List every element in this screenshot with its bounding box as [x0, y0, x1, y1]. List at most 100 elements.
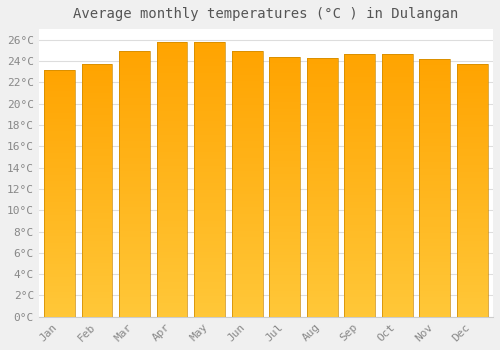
- Bar: [344, 202, 375, 205]
- Bar: [82, 251, 112, 254]
- Bar: [420, 165, 450, 168]
- Bar: [270, 274, 300, 278]
- Bar: [307, 93, 338, 97]
- Bar: [344, 113, 375, 116]
- Bar: [82, 68, 112, 71]
- Bar: [382, 254, 412, 258]
- Bar: [344, 241, 375, 244]
- Bar: [420, 236, 450, 239]
- Bar: [82, 168, 112, 172]
- Bar: [119, 267, 150, 270]
- Bar: [232, 171, 262, 174]
- Bar: [194, 176, 225, 179]
- Bar: [232, 274, 262, 277]
- Bar: [270, 219, 300, 223]
- Bar: [457, 276, 488, 279]
- Bar: [270, 102, 300, 105]
- Bar: [156, 238, 188, 241]
- Bar: [382, 211, 412, 215]
- Bar: [156, 80, 188, 83]
- Bar: [119, 307, 150, 310]
- Bar: [82, 273, 112, 276]
- Bar: [382, 277, 412, 281]
- Bar: [382, 218, 412, 222]
- Bar: [457, 288, 488, 292]
- Bar: [119, 244, 150, 247]
- Bar: [194, 258, 225, 262]
- Bar: [156, 121, 188, 124]
- Bar: [44, 162, 75, 165]
- Bar: [232, 204, 262, 207]
- Bar: [270, 151, 300, 154]
- Bar: [82, 238, 112, 241]
- Bar: [307, 259, 338, 262]
- Bar: [232, 234, 262, 237]
- Bar: [44, 100, 75, 104]
- Bar: [382, 281, 412, 284]
- Bar: [194, 49, 225, 52]
- Bar: [119, 231, 150, 234]
- Bar: [44, 267, 75, 271]
- Bar: [119, 108, 150, 111]
- Bar: [156, 241, 188, 245]
- Bar: [270, 226, 300, 229]
- Bar: [119, 274, 150, 277]
- Bar: [44, 218, 75, 221]
- Bar: [270, 210, 300, 213]
- Bar: [457, 127, 488, 131]
- Bar: [232, 231, 262, 234]
- Bar: [232, 264, 262, 267]
- Bar: [232, 114, 262, 118]
- Bar: [232, 94, 262, 98]
- Bar: [270, 206, 300, 210]
- Bar: [82, 80, 112, 83]
- Bar: [44, 199, 75, 202]
- Bar: [344, 57, 375, 60]
- Bar: [307, 197, 338, 200]
- Bar: [382, 67, 412, 70]
- Bar: [156, 159, 188, 162]
- Bar: [156, 97, 188, 100]
- Bar: [457, 64, 488, 317]
- Bar: [307, 58, 338, 317]
- Bar: [420, 59, 450, 62]
- Bar: [82, 143, 112, 146]
- Bar: [270, 60, 300, 63]
- Bar: [44, 215, 75, 218]
- Bar: [344, 83, 375, 86]
- Bar: [232, 151, 262, 154]
- Bar: [232, 244, 262, 247]
- Bar: [420, 140, 450, 143]
- Bar: [44, 314, 75, 317]
- Bar: [232, 51, 262, 317]
- Bar: [232, 294, 262, 297]
- Bar: [307, 233, 338, 236]
- Bar: [344, 175, 375, 178]
- Bar: [420, 143, 450, 146]
- Bar: [194, 166, 225, 169]
- Bar: [344, 290, 375, 294]
- Bar: [44, 76, 75, 79]
- Bar: [307, 168, 338, 171]
- Bar: [270, 122, 300, 125]
- Bar: [420, 259, 450, 262]
- Bar: [457, 64, 488, 68]
- Bar: [82, 131, 112, 134]
- Bar: [420, 172, 450, 175]
- Bar: [307, 132, 338, 135]
- Bar: [307, 298, 338, 301]
- Bar: [82, 206, 112, 209]
- Bar: [457, 244, 488, 247]
- Bar: [156, 135, 188, 138]
- Bar: [194, 148, 225, 152]
- Bar: [119, 177, 150, 181]
- Bar: [270, 255, 300, 258]
- Bar: [270, 268, 300, 271]
- Bar: [382, 57, 412, 60]
- Bar: [457, 74, 488, 77]
- Bar: [119, 188, 150, 191]
- Bar: [382, 294, 412, 297]
- Bar: [156, 179, 188, 183]
- Bar: [156, 300, 188, 303]
- Bar: [344, 205, 375, 208]
